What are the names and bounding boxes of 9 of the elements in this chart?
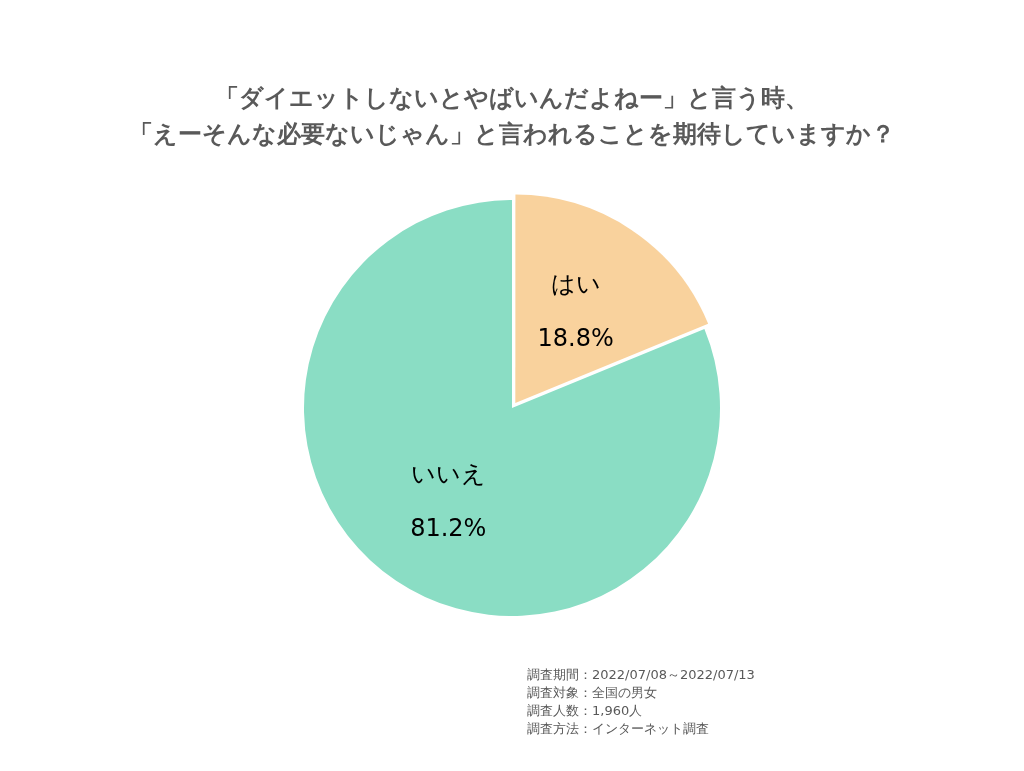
text: 調査期間：2022/07/08～2022/07/13 — [527, 666, 755, 684]
slice-label: いいえ — [410, 460, 486, 489]
text: 調査対象：全国の男女 — [527, 684, 658, 702]
text: 調査人数：1,960人 — [527, 702, 644, 720]
data-label: 18.8% — [537, 324, 614, 353]
data-label: 81.2% — [410, 514, 487, 543]
slice-label: はい — [550, 270, 601, 299]
text: 調査方法：インターネット調査 — [527, 720, 710, 738]
chart-title: 「ダイエットしないとやばいんだよねー」と言う時、「えーそんな必要ないじゃん」と言われることを期待していますか？ — [128, 83, 896, 150]
